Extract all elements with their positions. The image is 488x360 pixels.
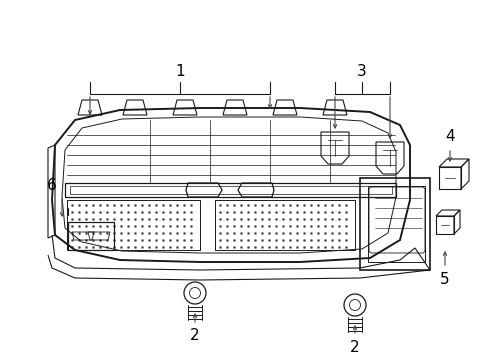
Text: 2: 2 <box>349 340 359 355</box>
Text: 4: 4 <box>444 129 454 144</box>
Text: 2: 2 <box>190 328 200 343</box>
Text: 6: 6 <box>47 178 57 193</box>
Text: 1: 1 <box>175 64 184 79</box>
Text: 3: 3 <box>356 64 366 79</box>
Text: 5: 5 <box>439 272 449 287</box>
